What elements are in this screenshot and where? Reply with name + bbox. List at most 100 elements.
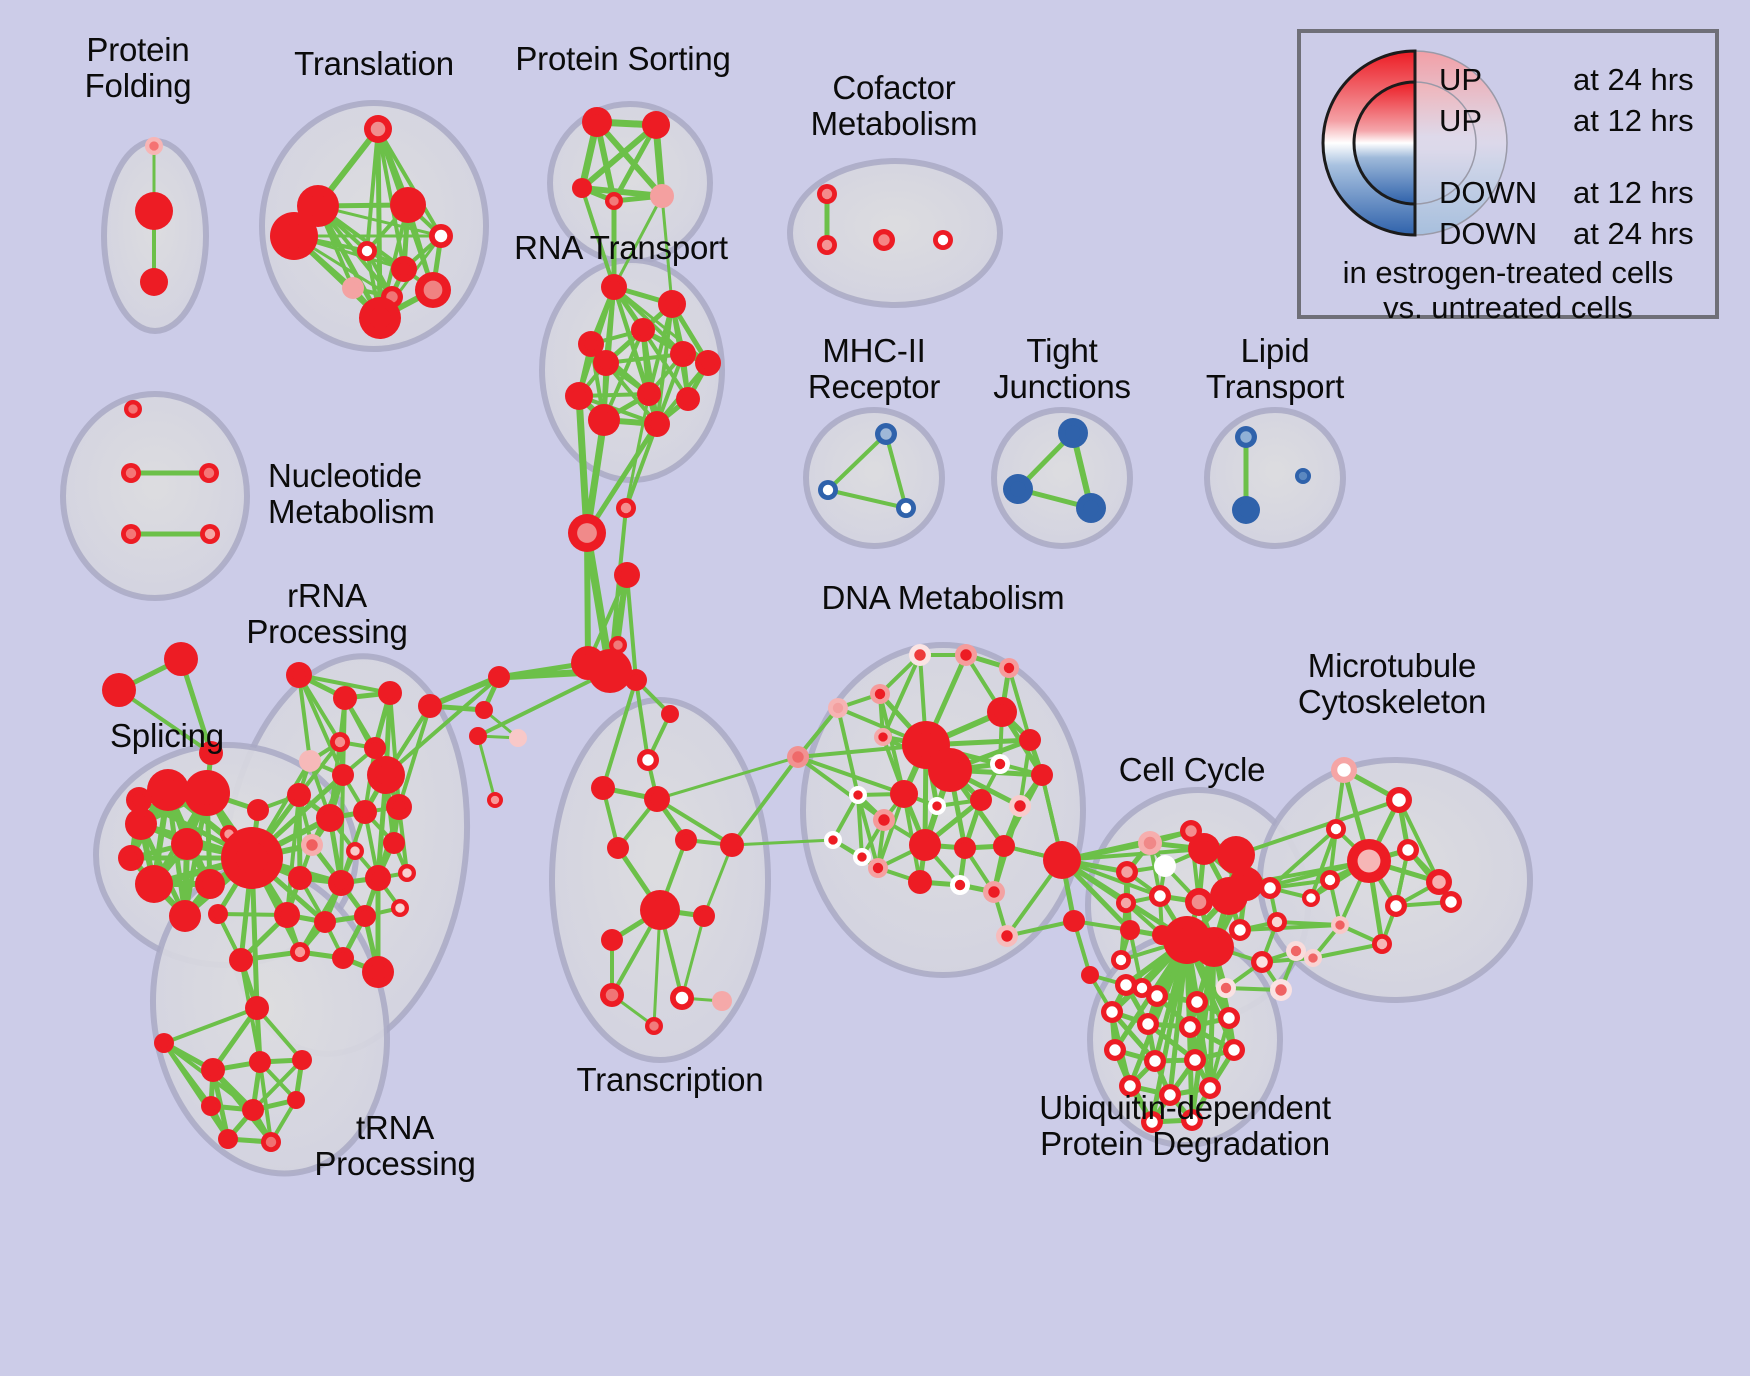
network-node[interactable] [261, 1132, 281, 1152]
network-node[interactable] [1141, 1111, 1163, 1133]
network-node[interactable] [353, 800, 377, 824]
network-node[interactable] [565, 382, 593, 410]
network-node[interactable] [1302, 889, 1320, 907]
network-node[interactable] [1031, 764, 1053, 786]
network-node[interactable] [645, 1017, 663, 1035]
network-node[interactable] [896, 498, 916, 518]
network-node[interactable] [415, 272, 451, 308]
network-node[interactable] [818, 480, 838, 500]
network-node[interactable] [817, 235, 837, 255]
network-node[interactable] [853, 848, 871, 866]
network-node[interactable] [828, 698, 848, 718]
network-node[interactable] [140, 268, 168, 296]
network-node[interactable] [601, 274, 627, 300]
network-node[interactable] [999, 658, 1019, 678]
network-node[interactable] [1119, 1075, 1141, 1097]
network-node[interactable] [983, 881, 1005, 903]
network-node[interactable] [990, 754, 1010, 774]
network-node[interactable] [640, 890, 680, 930]
network-node[interactable] [874, 728, 892, 746]
network-node[interactable] [642, 111, 670, 139]
network-node[interactable] [1426, 869, 1452, 895]
network-node[interactable] [367, 756, 405, 794]
network-node[interactable] [286, 662, 312, 688]
network-node[interactable] [1076, 493, 1106, 523]
network-node[interactable] [644, 411, 670, 437]
network-node[interactable] [1235, 426, 1257, 448]
network-node[interactable] [593, 350, 619, 376]
network-node[interactable] [1019, 729, 1041, 751]
network-node[interactable] [145, 137, 163, 155]
network-node[interactable] [1181, 1109, 1203, 1131]
network-node[interactable] [1186, 991, 1208, 1013]
network-node[interactable] [364, 115, 392, 143]
network-node[interactable] [588, 404, 620, 436]
network-node[interactable] [386, 794, 412, 820]
network-node[interactable] [1188, 833, 1220, 865]
network-node[interactable] [1003, 474, 1033, 504]
network-node[interactable] [1232, 496, 1260, 524]
network-node[interactable] [695, 350, 721, 376]
network-node[interactable] [1397, 839, 1419, 861]
network-node[interactable] [126, 787, 152, 813]
network-node[interactable] [1386, 787, 1412, 813]
network-node[interactable] [333, 686, 357, 710]
network-node[interactable] [950, 875, 970, 895]
network-node[interactable] [1116, 893, 1136, 913]
network-node[interactable] [365, 865, 391, 891]
network-node[interactable] [342, 277, 364, 299]
network-node[interactable] [1194, 927, 1234, 967]
network-node[interactable] [124, 400, 142, 418]
network-node[interactable] [1347, 839, 1391, 883]
network-node[interactable] [568, 514, 606, 552]
network-node[interactable] [909, 644, 931, 666]
network-node[interactable] [616, 498, 636, 518]
network-node[interactable] [357, 241, 377, 261]
network-node[interactable] [1149, 885, 1171, 907]
network-node[interactable] [824, 831, 842, 849]
network-node[interactable] [1218, 1007, 1240, 1029]
network-node[interactable] [199, 741, 223, 765]
network-node[interactable] [1304, 949, 1322, 967]
network-node[interactable] [954, 837, 976, 859]
network-node[interactable] [614, 562, 640, 588]
network-node[interactable] [1199, 1077, 1221, 1099]
network-node[interactable] [270, 212, 318, 260]
network-node[interactable] [644, 786, 670, 812]
network-node[interactable] [1267, 912, 1287, 932]
network-node[interactable] [330, 732, 350, 752]
network-node[interactable] [201, 1096, 221, 1116]
network-node[interactable] [328, 870, 354, 896]
network-node[interactable] [1210, 877, 1248, 915]
network-node[interactable] [670, 986, 694, 1010]
network-node[interactable] [469, 727, 487, 745]
network-node[interactable] [391, 256, 417, 282]
network-node[interactable] [650, 184, 674, 208]
network-node[interactable] [1229, 919, 1251, 941]
network-node[interactable] [607, 837, 629, 859]
network-node[interactable] [1159, 1084, 1181, 1106]
network-node[interactable] [1146, 985, 1168, 1007]
network-node[interactable] [1270, 979, 1292, 1001]
network-node[interactable] [637, 749, 659, 771]
network-node[interactable] [676, 387, 700, 411]
network-node[interactable] [693, 905, 715, 927]
network-node[interactable] [125, 808, 157, 840]
network-node[interactable] [195, 869, 225, 899]
network-node[interactable] [102, 673, 136, 707]
network-node[interactable] [221, 827, 283, 889]
network-node[interactable] [849, 786, 867, 804]
network-node[interactable] [287, 783, 311, 807]
network-node[interactable] [1259, 877, 1281, 899]
network-node[interactable] [154, 1033, 174, 1053]
network-node[interactable] [601, 929, 623, 951]
network-node[interactable] [890, 780, 918, 808]
network-node[interactable] [637, 382, 661, 406]
network-node[interactable] [996, 925, 1018, 947]
network-node[interactable] [631, 318, 655, 342]
network-node[interactable] [287, 1091, 305, 1109]
network-node[interactable] [242, 1099, 264, 1121]
network-node[interactable] [1154, 855, 1176, 877]
network-node[interactable] [1216, 978, 1236, 998]
network-node[interactable] [247, 799, 269, 821]
